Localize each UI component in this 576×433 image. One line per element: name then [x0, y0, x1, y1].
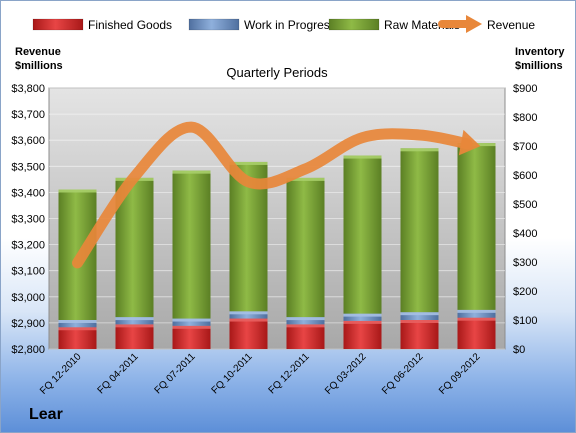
left-tick-label: $3,100 — [11, 266, 45, 278]
work-in-progress-bar-top — [343, 313, 382, 317]
left-tick-label: $3,000 — [11, 292, 45, 304]
work-in-progress-bar — [229, 311, 268, 319]
raw-materials-bar-top — [343, 155, 382, 159]
finished-goods-bar — [172, 325, 211, 349]
category-label: FQ 04-2011 — [96, 351, 141, 396]
legend-work-in-progress-label: Work in Progress — [244, 18, 336, 32]
raw-materials-bar-top — [400, 148, 439, 152]
company-name: Lear — [29, 406, 63, 423]
work-in-progress-bar — [400, 312, 439, 320]
left-axis-title: Revenue $millions — [15, 45, 63, 73]
raw-materials-bar — [457, 143, 496, 310]
right-tick-label: $400 — [513, 228, 537, 240]
finished-goods-bar — [229, 318, 268, 349]
legend-work-in-progress-swatch — [188, 18, 240, 31]
legend-work-in-progress: Work in Progress — [188, 18, 336, 32]
category-label: FQ 09-2012 — [437, 351, 483, 397]
finished-goods-bar-top — [343, 320, 382, 324]
raw-materials-bar — [286, 177, 325, 318]
finished-goods-bar — [457, 317, 496, 349]
raw-materials-bar-top — [172, 170, 211, 174]
work-in-progress-bar — [343, 313, 382, 321]
legend-finished-goods-label: Finished Goods — [88, 18, 172, 32]
finished-goods-bar — [286, 324, 325, 349]
finished-goods-bar — [400, 320, 439, 349]
right-tick-label: $100 — [513, 315, 537, 327]
work-in-progress-bar — [286, 317, 325, 325]
work-in-progress-bar-top — [58, 320, 97, 323]
right-tick-label: $500 — [513, 199, 537, 211]
finished-goods-bar — [115, 324, 154, 349]
work-in-progress-bar — [172, 318, 211, 326]
raw-materials-bar-top — [58, 189, 97, 193]
category-label: FQ 10-2011 — [210, 351, 255, 396]
left-tick-label: $3,500 — [11, 161, 45, 173]
right-tick-label: $600 — [513, 170, 537, 182]
raw-materials-bar — [343, 155, 382, 314]
left-tick-label: $3,300 — [11, 214, 45, 226]
raw-materials-bar-top — [286, 177, 325, 181]
left-tick-label: $3,700 — [11, 109, 45, 121]
revenue-line — [72, 121, 473, 269]
raw-materials-bar-top — [229, 161, 268, 165]
category-label: FQ 06-2012 — [380, 351, 426, 397]
right-axis-title: Inventory $millions — [515, 45, 565, 73]
work-in-progress-bar-top — [400, 312, 439, 316]
right-tick-label: $800 — [513, 112, 537, 124]
right-tick-label: $300 — [513, 257, 537, 269]
legend-finished-goods-swatch — [32, 18, 84, 31]
finished-goods-bar — [58, 327, 97, 349]
finished-goods-bar-top — [172, 325, 211, 329]
chart-title: Quarterly Periods — [226, 65, 328, 80]
work-in-progress-bar-top — [172, 318, 211, 322]
legend-revenue: Revenue — [438, 15, 535, 33]
left-tick-label: $2,900 — [11, 318, 45, 330]
revenue-arrowhead — [458, 129, 481, 156]
category-label: FQ 03-2012 — [323, 351, 369, 397]
finished-goods-bar-top — [58, 327, 97, 331]
finished-goods-bar-top — [229, 318, 268, 322]
finished-goods-bar — [343, 320, 382, 349]
work-in-progress-bar — [58, 320, 97, 328]
work-in-progress-bar-top — [229, 311, 268, 315]
category-label: FQ 07-2011 — [153, 351, 198, 396]
left-tick-label: $3,800 — [11, 83, 45, 95]
finished-goods-bar-top — [286, 324, 325, 328]
left-tick-label: $2,800 — [11, 344, 45, 356]
right-axis-title-line1: Inventory — [515, 46, 565, 58]
left-tick-label: $3,400 — [11, 187, 45, 199]
right-tick-label: $0 — [513, 344, 525, 356]
finished-goods-bar-top — [457, 317, 496, 321]
finished-goods-bar-top — [400, 320, 439, 323]
right-tick-label: $900 — [513, 83, 537, 95]
left-tick-label: $3,600 — [11, 135, 45, 147]
work-in-progress-bar-top — [457, 309, 496, 313]
right-tick-label: $700 — [513, 141, 537, 153]
raw-materials-bar — [172, 170, 211, 319]
left-axis-title-line1: Revenue — [15, 46, 61, 58]
legend-finished-goods: Finished Goods — [32, 18, 172, 32]
right-tick-label: $200 — [513, 286, 537, 298]
category-label: FQ 12-2011 — [267, 351, 312, 396]
work-in-progress-bar-top — [115, 317, 154, 321]
raw-materials-bar — [400, 148, 439, 313]
finished-goods-bar-top — [115, 324, 154, 328]
work-in-progress-bar-top — [286, 317, 325, 321]
legend-raw-materials-swatch — [328, 18, 380, 31]
legend-revenue-label: Revenue — [487, 18, 535, 32]
right-axis-title-line2: $millions — [515, 60, 563, 72]
work-in-progress-bar — [457, 309, 496, 318]
work-in-progress-bar — [115, 317, 154, 325]
left-tick-label: $3,200 — [11, 240, 45, 252]
left-axis-title-line2: $millions — [15, 60, 63, 72]
legend-revenue-swatch-head — [466, 15, 482, 33]
category-label: FQ 12-2010 — [38, 351, 84, 397]
